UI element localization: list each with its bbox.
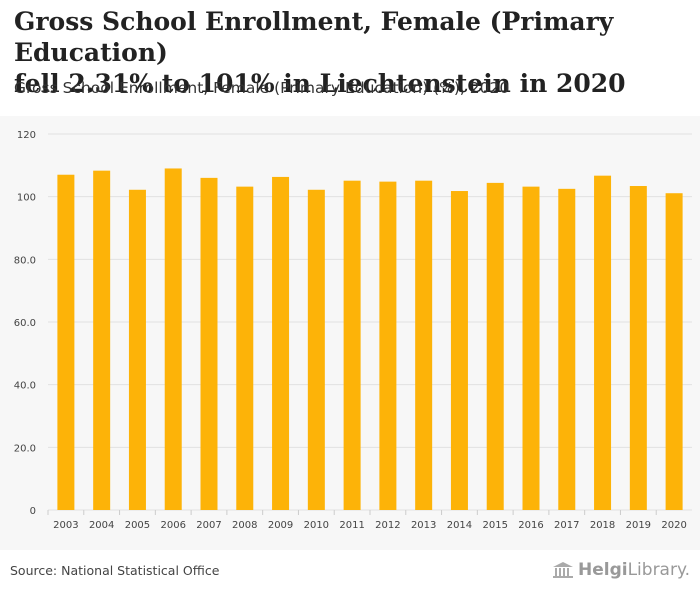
- x-tick-label: 2004: [89, 520, 114, 531]
- x-tick-label: 2019: [626, 520, 651, 531]
- y-tick-label: 40.0: [14, 381, 36, 392]
- bar-2020[interactable]: [665, 193, 683, 510]
- y-axis-ticks: 0 20.0 40.0 60.0 80.0 100 120: [14, 130, 36, 517]
- bar-2018[interactable]: [594, 175, 612, 510]
- bars: [57, 168, 683, 511]
- bar-2012[interactable]: [379, 181, 397, 511]
- x-tick-label: 2020: [661, 520, 686, 531]
- bar-2016[interactable]: [522, 186, 540, 510]
- bar-2015[interactable]: [486, 182, 504, 510]
- bar-2003[interactable]: [57, 174, 75, 510]
- library-building-icon: [552, 562, 573, 578]
- bar-2009[interactable]: [272, 176, 290, 510]
- x-tick-label: 2012: [375, 520, 400, 531]
- logo-brand-bold: Helgi: [577, 560, 628, 580]
- x-axis-ticks: 2003 2004 2005 2006 2007 2008 2009 2010 2011 2012…: [47, 510, 687, 531]
- x-tick-label: 2005: [125, 520, 150, 531]
- x-tick-label: 2013: [411, 520, 436, 531]
- y-tick-label: 60.0: [14, 318, 36, 329]
- bar-2013[interactable]: [415, 180, 433, 510]
- y-tick-label: 0: [30, 506, 36, 517]
- chart-title: Gross School Enrollment, Female (Primary…: [14, 6, 694, 99]
- chart-subtitle: Gross School Enrollment, Female (Primary…: [14, 79, 510, 97]
- bar-2007[interactable]: [200, 177, 218, 510]
- y-tick-label: 120: [17, 130, 36, 141]
- bar-2008[interactable]: [236, 186, 254, 510]
- x-tick-label: 2010: [304, 520, 329, 531]
- chart-area: 0 20.0 40.0 60.0 80.0 100 120 2003 2004 2005 2006…: [0, 116, 700, 550]
- x-tick-label: 2007: [196, 520, 221, 531]
- x-tick-label: 2011: [339, 520, 364, 531]
- bar-2019[interactable]: [629, 186, 647, 510]
- source-note: Source: National Statistical Office: [10, 563, 220, 578]
- y-tick-label: 80.0: [14, 255, 36, 266]
- helgi-library-logo[interactable]: HelgiLibrary.: [552, 560, 690, 580]
- x-tick-label: 2003: [53, 520, 78, 531]
- bar-2011[interactable]: [343, 180, 361, 510]
- bar-2006[interactable]: [164, 168, 182, 510]
- bar-2017[interactable]: [558, 188, 576, 510]
- y-tick-label: 100: [17, 193, 36, 204]
- x-tick-label: 2009: [268, 520, 293, 531]
- x-tick-label: 2008: [232, 520, 257, 531]
- x-tick-label: 2018: [590, 520, 615, 531]
- x-tick-label: 2006: [160, 520, 185, 531]
- bar-2004[interactable]: [93, 170, 111, 510]
- chart-title-line-2: fell 2.31% to 101% in Liechtenstein in 2…: [14, 69, 626, 98]
- x-tick-label: 2017: [554, 520, 579, 531]
- bar-2005[interactable]: [128, 189, 146, 511]
- logo-brand-light: Library.: [627, 560, 690, 580]
- y-tick-label: 20.0: [14, 443, 36, 454]
- x-tick-label: 2015: [482, 520, 507, 531]
- x-tick-label: 2014: [447, 520, 472, 531]
- chart-title-line-1: Gross School Enrollment, Female (Primary…: [14, 7, 614, 67]
- bar-chart: 0 20.0 40.0 60.0 80.0 100 120 2003 2004 2005 2006…: [14, 130, 692, 531]
- bar-2014[interactable]: [450, 191, 468, 510]
- x-tick-label: 2016: [518, 520, 543, 531]
- bar-2010[interactable]: [307, 189, 325, 511]
